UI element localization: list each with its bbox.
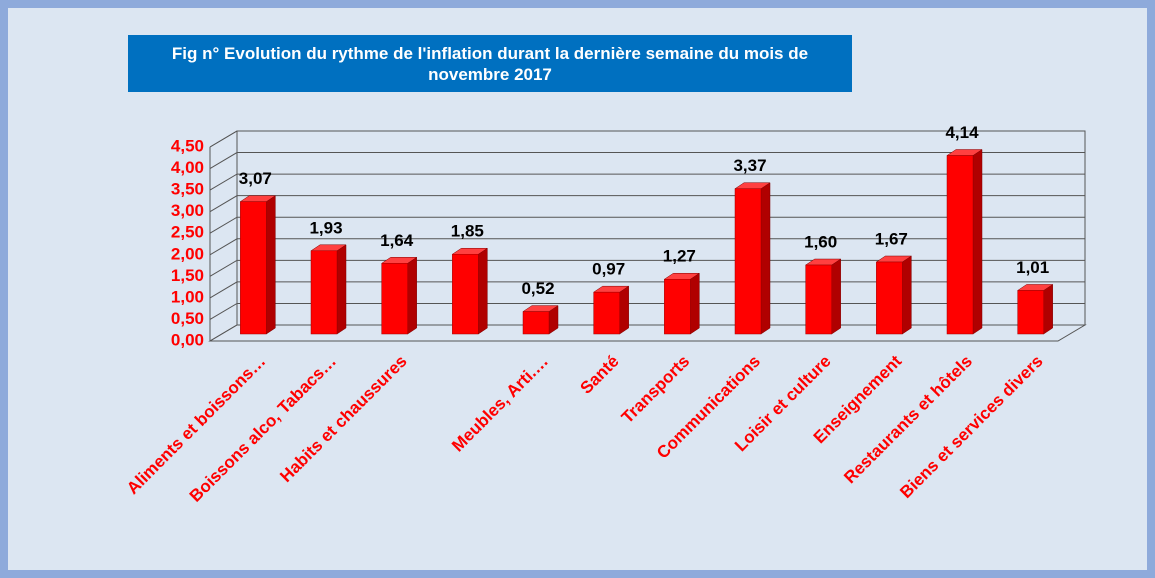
- value-label: 0,52: [521, 279, 554, 298]
- y-tick-label: 0,50: [171, 309, 204, 328]
- value-label: 1,27: [663, 247, 696, 266]
- bar-front: [805, 264, 832, 335]
- bar-side: [760, 182, 771, 335]
- grid-line: [209, 238, 1085, 256]
- y-tick-label: 1,00: [171, 287, 204, 306]
- bar-front: [240, 201, 267, 335]
- y-tick-label: 4,50: [171, 136, 204, 155]
- value-label: 1,60: [804, 233, 837, 252]
- value-label: 1,67: [875, 229, 908, 248]
- x-tick-label: Meubles, Arti.…: [448, 352, 552, 456]
- bar-front: [522, 311, 550, 335]
- x-tick-label: Aliments et boissons…: [123, 352, 269, 498]
- value-label: 3,07: [239, 169, 272, 188]
- y-tick-label: 3,50: [171, 180, 204, 199]
- bar-side: [972, 149, 983, 335]
- value-label: 3,37: [733, 156, 766, 175]
- bar-front: [310, 250, 338, 335]
- bar-front: [1017, 290, 1044, 335]
- bar-side: [266, 195, 276, 335]
- bar: [1016, 283, 1054, 335]
- value-label: 1,64: [380, 231, 414, 250]
- bar: [380, 256, 418, 335]
- y-tick-label: 2,50: [171, 223, 204, 242]
- y-tick-label: 1,50: [171, 266, 204, 285]
- y-tick-label: 0,00: [171, 330, 204, 349]
- grid-line: [209, 173, 1085, 191]
- y-tick-label: 4,00: [171, 158, 204, 177]
- bar: [804, 258, 842, 335]
- bar: [592, 285, 630, 335]
- bar-side: [1043, 283, 1053, 335]
- grid-line: [209, 152, 1085, 169]
- grid-line: [209, 195, 1085, 213]
- bar: [239, 195, 277, 335]
- y-tick-label: 3,00: [171, 201, 204, 220]
- bar: [734, 182, 771, 335]
- x-tick-label: Restaurants et hôtels: [840, 352, 976, 488]
- bar-front: [946, 155, 974, 335]
- bar-side: [690, 272, 700, 335]
- grid-line: [209, 281, 1085, 299]
- bar: [875, 255, 913, 335]
- value-label: 4,14: [945, 123, 979, 142]
- chart-title: Fig n° Evolution du rythme de l'inflatio…: [128, 35, 852, 92]
- bar-front: [734, 188, 762, 335]
- x-tick-label: Biens et services divers: [896, 352, 1046, 502]
- bar-side: [619, 285, 629, 335]
- x-tick-label: Transports: [618, 352, 694, 428]
- value-label: 1,93: [309, 218, 342, 237]
- bar-front: [381, 263, 408, 335]
- x-tick-label: Santé: [576, 352, 622, 398]
- bar-side: [336, 244, 347, 335]
- x-tick-label: Habits et chaussures: [276, 352, 410, 486]
- grid-line: [209, 302, 1085, 320]
- value-label: 1,01: [1016, 258, 1049, 277]
- grid-line: [209, 130, 1085, 148]
- bar: [522, 305, 559, 335]
- y-tick-label: 2,00: [171, 244, 204, 263]
- grid-line: [209, 259, 1085, 277]
- bar: [663, 272, 701, 335]
- value-label: 0,97: [592, 260, 625, 279]
- grid-line: [209, 216, 1085, 234]
- bar: [451, 247, 489, 335]
- bar-side: [407, 256, 417, 335]
- x-tick-label: Boissons alco, Tabacs…: [186, 352, 340, 506]
- value-label: 1,85: [451, 222, 484, 241]
- grid-line: [209, 324, 1085, 342]
- bar-front: [593, 291, 620, 335]
- bar-front: [876, 261, 903, 335]
- bar: [310, 244, 347, 335]
- bar-side: [478, 247, 488, 335]
- bar-front: [452, 253, 479, 335]
- bar-side: [902, 255, 912, 335]
- bar-front: [664, 278, 691, 335]
- bar: [946, 149, 983, 335]
- bar-side: [831, 258, 841, 335]
